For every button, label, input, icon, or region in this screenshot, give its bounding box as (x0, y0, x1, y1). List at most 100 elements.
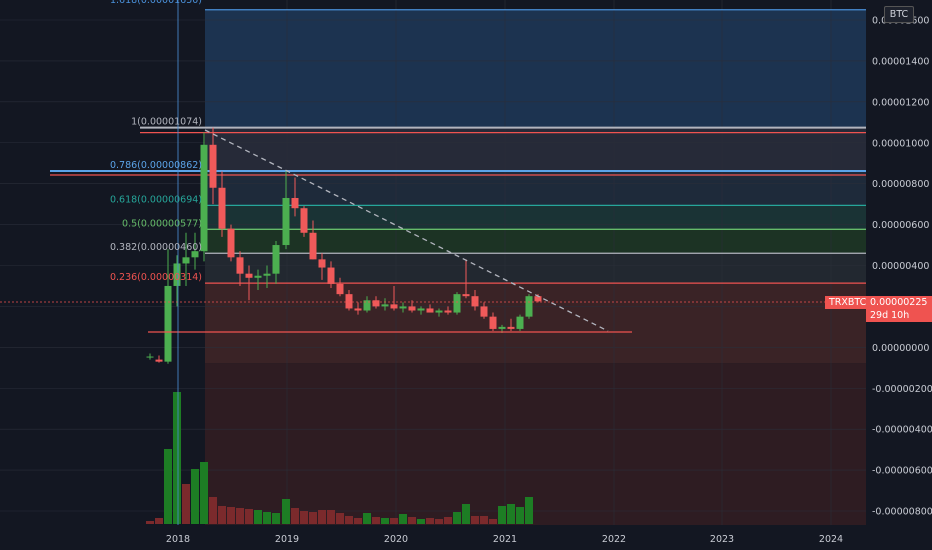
volume-bar (236, 508, 244, 524)
fib-zones (205, 9, 866, 525)
price-tick: -0.00000200 (872, 384, 932, 395)
fib-label-0.5: 0.5(0.00000577) (122, 218, 202, 229)
candle-body (399, 306, 407, 309)
volume-bar (525, 497, 533, 524)
candle-body (408, 306, 416, 311)
candle-body (200, 144, 208, 252)
volume-bar (146, 521, 154, 524)
volume-bar (173, 392, 181, 524)
volume-bar (345, 516, 353, 524)
volume-bar (318, 510, 326, 524)
candle-body (309, 232, 317, 260)
candle-body (300, 208, 308, 233)
volume-bar (263, 512, 271, 524)
volume-bar (309, 512, 317, 524)
trend-line (204, 129, 609, 332)
volume-bar (498, 506, 506, 524)
candle-body (435, 310, 443, 313)
candle-body (182, 257, 190, 264)
volume-bar (435, 519, 443, 524)
volume-bar (282, 499, 290, 524)
fib-zone-1 (205, 127, 866, 171)
volume-bar (363, 513, 371, 524)
fib-label-0.236: 0.236(0.00000314) (110, 272, 202, 283)
volume-bar (381, 518, 389, 524)
last-price-label: 0.00000225 (866, 296, 932, 309)
candle-body (354, 308, 362, 311)
volume-bar (489, 519, 497, 524)
candle-body (453, 294, 461, 313)
candle-body (372, 300, 380, 307)
time-tick: 2021 (493, 534, 517, 545)
candle-body (507, 326, 515, 329)
countdown-label: 29d 10h (866, 309, 932, 322)
candle-body (263, 273, 271, 276)
time-axis-ticks: 2018 2019 2020 2021 2022 2023 2024 (166, 534, 843, 545)
fib-label-0.618: 0.618(0.00000694) (110, 194, 202, 205)
fib-label-1.618: 1.618(0.00001650) (110, 0, 202, 6)
fib-label-0.786: 0.786(0.00000862) (110, 160, 202, 171)
fib-label-1: 1(0.00001074) (131, 117, 202, 128)
candle-body (173, 263, 181, 286)
candle-body (525, 296, 533, 317)
fib-lines (50, 9, 866, 284)
candle-body (327, 267, 335, 284)
chart-grid (0, 0, 866, 525)
volume-bar (372, 517, 380, 524)
candle-body (227, 228, 235, 258)
time-tick: 2022 (602, 534, 626, 545)
price-tick: -0.00000800 (872, 507, 932, 518)
candle-body (336, 283, 344, 295)
price-tick: 0.00001200 (872, 97, 929, 108)
price-tick: 0.00000400 (872, 261, 929, 272)
time-axis (0, 525, 866, 550)
volume-bar (291, 508, 299, 524)
volume-bar (453, 512, 461, 524)
candle-body (390, 304, 398, 309)
volume-bar (191, 469, 199, 524)
candle-body (444, 310, 452, 313)
candle-body (489, 316, 497, 329)
time-tick: 2020 (384, 534, 408, 545)
volume-bar (327, 510, 335, 524)
candle-body (245, 273, 253, 278)
candle-body (164, 285, 172, 362)
volume-bar (444, 517, 452, 524)
candle-body (426, 308, 434, 313)
candle-body (318, 259, 326, 268)
fib-labels: 1.618(0.00001650) 1(0.00001074) 0.786(0.00… (110, 0, 202, 283)
price-axis (866, 0, 932, 550)
fib-zone-0 (205, 9, 866, 128)
volume-bar (182, 484, 190, 524)
price-tick: -0.00000600 (872, 466, 932, 477)
volume-bar (336, 513, 344, 524)
symbol-label: TRXBTC (825, 296, 871, 309)
time-tick: 2023 (710, 534, 734, 545)
volume-bars (146, 392, 533, 524)
candle-body (272, 245, 280, 274)
volume-bar (480, 516, 488, 524)
price-tick: 0.00000000 (872, 343, 929, 354)
candle-body (209, 144, 217, 188)
candle-body (191, 251, 199, 258)
price-tick: -0.00000400 (872, 425, 932, 436)
volume-bar (426, 518, 434, 524)
candle-body (471, 296, 479, 307)
currency-badge[interactable]: BTC (884, 6, 914, 23)
fib-label-0.382: 0.382(0.00000460) (110, 242, 202, 253)
time-tick: 2019 (275, 534, 299, 545)
volume-bar (155, 518, 163, 524)
candle-body (155, 359, 163, 362)
volume-bar (516, 507, 524, 524)
candle-body (218, 187, 226, 229)
volume-bar (218, 506, 226, 524)
candle-body (282, 197, 290, 246)
candle-body (534, 296, 542, 302)
volume-bar (164, 449, 172, 524)
candle-body (254, 275, 262, 278)
price-tick: 0.00000800 (872, 179, 929, 190)
volume-bar (245, 509, 253, 524)
candle-body (345, 294, 353, 309)
volume-bar (300, 511, 308, 524)
